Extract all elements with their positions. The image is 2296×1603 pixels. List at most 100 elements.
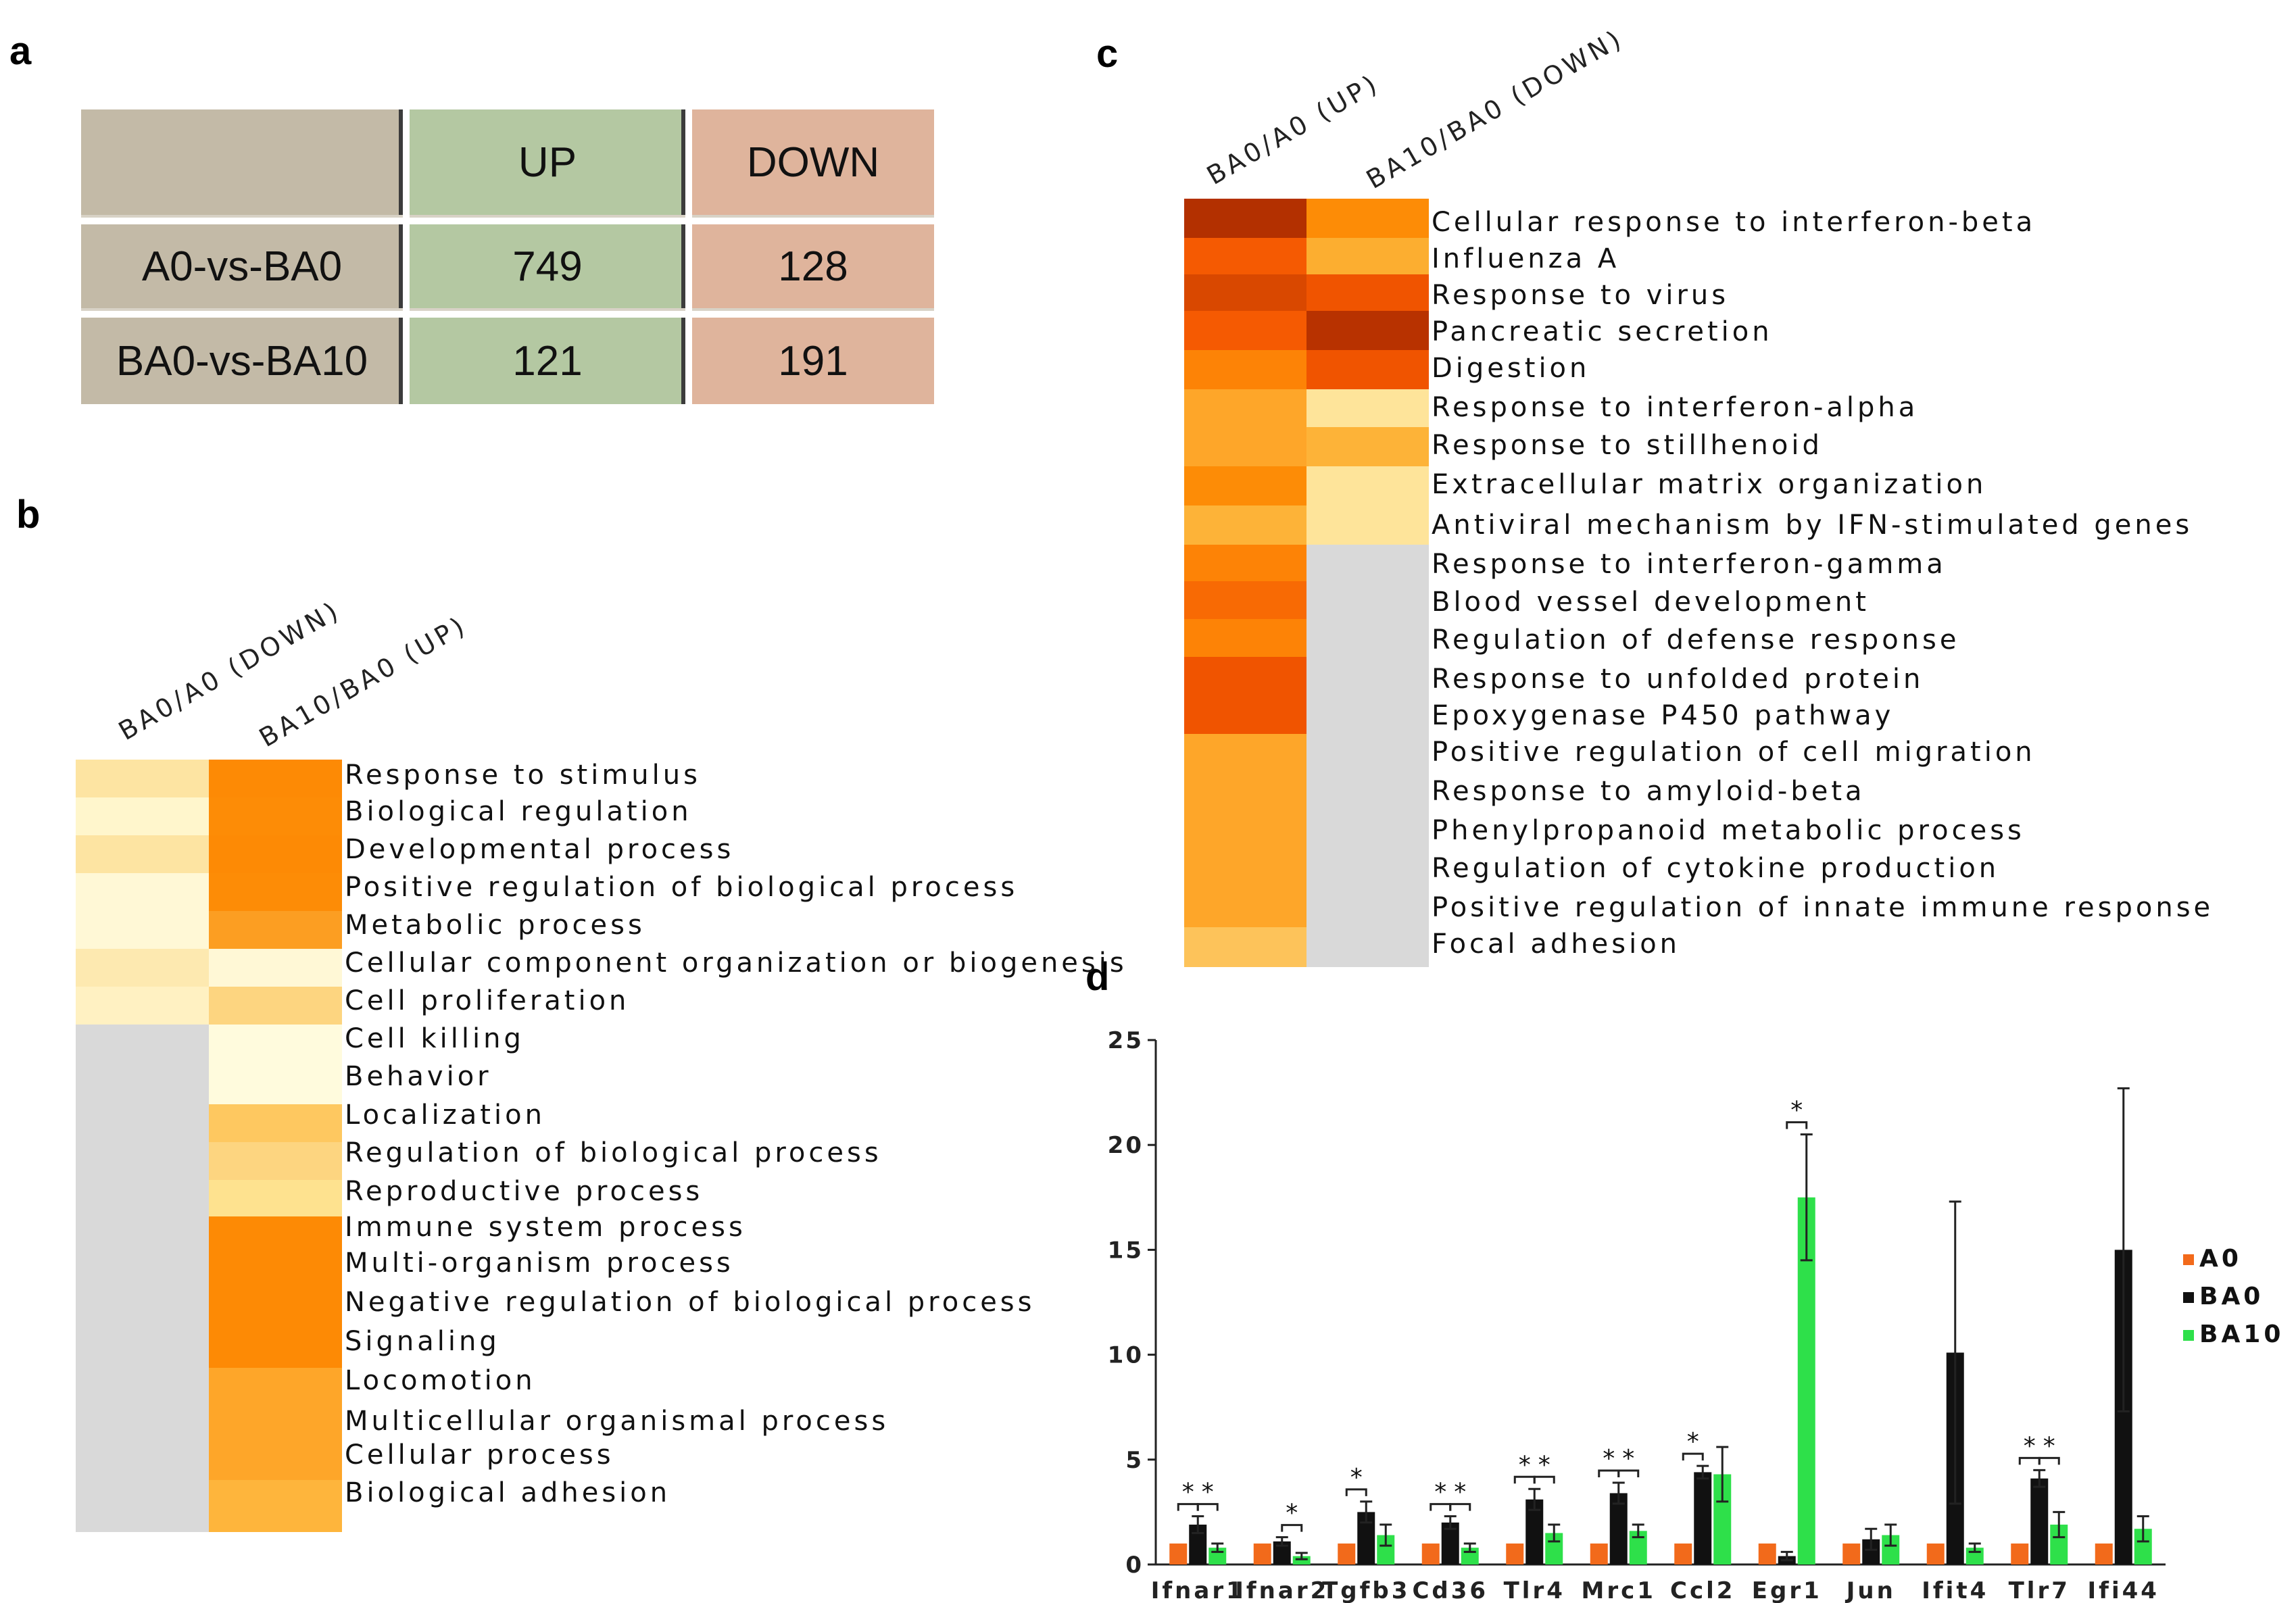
significance-bracket <box>2038 1456 2060 1465</box>
x-tick-label: Tlr4 <box>1504 1577 1565 1603</box>
bar-a0 <box>1758 1543 1776 1564</box>
deg-summary-table: UP DOWN A0-vs-BA0 749 128 BA0-vs-BA10 12… <box>81 109 934 408</box>
heatmap-b-row-label: Reproductive process <box>345 1176 704 1207</box>
bar-a0 <box>2011 1543 2029 1564</box>
heatmap-b-row-label: Regulation of biological process <box>345 1137 882 1168</box>
x-tick-label: Ifnar1 <box>1151 1577 1245 1603</box>
heatmap-c-cell <box>1306 927 1429 967</box>
x-tick-label: Ifit4 <box>1922 1577 1988 1603</box>
heatmap-b-row-label: Biological adhesion <box>345 1477 671 1508</box>
heatmap-c-cell <box>1306 505 1429 545</box>
heatmap-c-cell <box>1306 545 1429 582</box>
heatmap-c-cell <box>1306 693 1429 735</box>
heatmap-c-cell <box>1184 505 1306 545</box>
heatmap-c-cell <box>1306 311 1429 351</box>
legend-swatch-ba10 <box>2183 1330 2194 1341</box>
significance-star: * <box>1687 1428 1699 1456</box>
heatmap-c-row-label: Pancreatic secretion <box>1432 316 1773 347</box>
heatmap-c-cell <box>1306 810 1429 848</box>
table-header-blank <box>81 109 403 218</box>
heatmap-b-row-label: Immune system process <box>345 1212 746 1243</box>
table-row-label: A0-vs-BA0 <box>81 224 403 311</box>
significance-star: * <box>1182 1479 1194 1506</box>
significance-star: * <box>1286 1500 1298 1527</box>
heatmap-c-row-label: Response to interferon-gamma <box>1432 549 1947 580</box>
bar-a0 <box>1590 1543 1608 1564</box>
heatmap-b-cell <box>209 1406 342 1444</box>
heatmap-b-cell <box>76 1254 209 1293</box>
heatmap-b-cell <box>76 797 209 836</box>
y-tick-label: 0 <box>1125 1552 1144 1579</box>
y-tick-label: 15 <box>1108 1237 1144 1264</box>
heatmap-b-cell <box>209 873 342 912</box>
heatmap-b-cell <box>209 797 342 836</box>
y-tick-label: 25 <box>1108 1027 1144 1054</box>
legend-swatch-a0 <box>2183 1254 2194 1265</box>
heatmap-c-cell <box>1306 350 1429 390</box>
panel-letter-d: d <box>1085 955 1110 999</box>
heatmap-b-row-label: Locomotion <box>345 1365 536 1396</box>
heatmap-c-cell <box>1306 427 1429 467</box>
heatmap-c-cell <box>1306 389 1429 428</box>
heatmap-b-row-label: Localization <box>345 1100 545 1131</box>
bar-a0 <box>1421 1543 1440 1564</box>
heatmap-b-cell <box>209 1104 342 1143</box>
bar-ba0 <box>2030 1478 2049 1564</box>
heatmap-b-row-label: Negative regulation of biological proces… <box>345 1287 1035 1318</box>
significance-bracket <box>1533 1475 1555 1484</box>
heatmap-c-cell <box>1306 466 1429 506</box>
heatmap-c-row-label: Response to amyloid-beta <box>1432 776 1865 807</box>
heatmap-c-cell <box>1306 238 1429 275</box>
heatmap-b-cell <box>76 949 209 987</box>
significance-bracket <box>1281 1524 1303 1532</box>
heatmap-c-cell <box>1184 238 1306 275</box>
significance-bracket <box>1196 1503 1219 1511</box>
heatmap-c-column-label: BA10/BA0 (DOWN) <box>1361 23 1629 195</box>
heatmap-c-cell <box>1306 199 1429 239</box>
heatmap-b-row-label: Signaling <box>345 1326 500 1357</box>
heatmap-c-cell <box>1306 581 1429 620</box>
legend-swatch-ba0 <box>2183 1292 2194 1303</box>
heatmap-c-cell <box>1184 581 1306 620</box>
significance-bracket <box>1617 1469 1640 1477</box>
heatmap-b-cell <box>209 1480 342 1532</box>
heatmap-b-row-label: Cellular process <box>345 1439 614 1471</box>
heatmap-b-cell <box>209 835 342 874</box>
heatmap-b-cell <box>76 987 209 1025</box>
heatmap-c-cell <box>1184 389 1306 428</box>
bar-ba0 <box>1694 1472 1712 1564</box>
bar-a0 <box>1926 1543 1945 1564</box>
heatmap-c-cell <box>1184 274 1306 312</box>
heatmap-c-row-label: Blood vessel development <box>1432 587 1870 618</box>
table-cell-down: 191 <box>692 318 934 404</box>
heatmap-b-row-label: Cell proliferation <box>345 985 630 1016</box>
significance-star: * <box>1538 1451 1550 1479</box>
heatmap-b-cell <box>76 1025 209 1065</box>
bar-a0 <box>2095 1543 2113 1564</box>
heatmap-c <box>1184 199 1429 967</box>
heatmap-b-cell <box>76 873 209 912</box>
heatmap-c-row-label: Phenylpropanoid metabolic process <box>1432 815 2025 846</box>
heatmap-c-cell <box>1306 888 1429 928</box>
heatmap-b-cell <box>209 1064 342 1105</box>
x-tick-label: Mrc1 <box>1582 1577 1656 1603</box>
heatmap-b-cell <box>76 1480 209 1532</box>
x-tick-label: Ifi44 <box>2088 1577 2159 1603</box>
heatmap-b-row-label: Biological regulation <box>345 796 692 827</box>
significance-star: * <box>2024 1432 2036 1460</box>
heatmap-b-cell <box>76 1180 209 1217</box>
significance-star: * <box>1350 1464 1363 1491</box>
significance-star: * <box>1622 1445 1634 1473</box>
heatmap-b-cell <box>76 1368 209 1406</box>
bar-ba10 <box>1292 1556 1311 1564</box>
heatmap-b-cell <box>209 911 342 950</box>
x-tick-label: Cd36 <box>1412 1577 1488 1603</box>
heatmap-c-row-label: Response to unfolded protein <box>1432 664 1924 695</box>
heatmap-c-cell <box>1184 350 1306 390</box>
significance-star: * <box>1790 1097 1803 1125</box>
significance-star: * <box>1434 1479 1446 1506</box>
heatmap-b-cell <box>76 1406 209 1444</box>
bar-a0 <box>1842 1543 1861 1564</box>
heatmap-b-cell <box>76 835 209 874</box>
heatmap-c-cell <box>1184 693 1306 735</box>
